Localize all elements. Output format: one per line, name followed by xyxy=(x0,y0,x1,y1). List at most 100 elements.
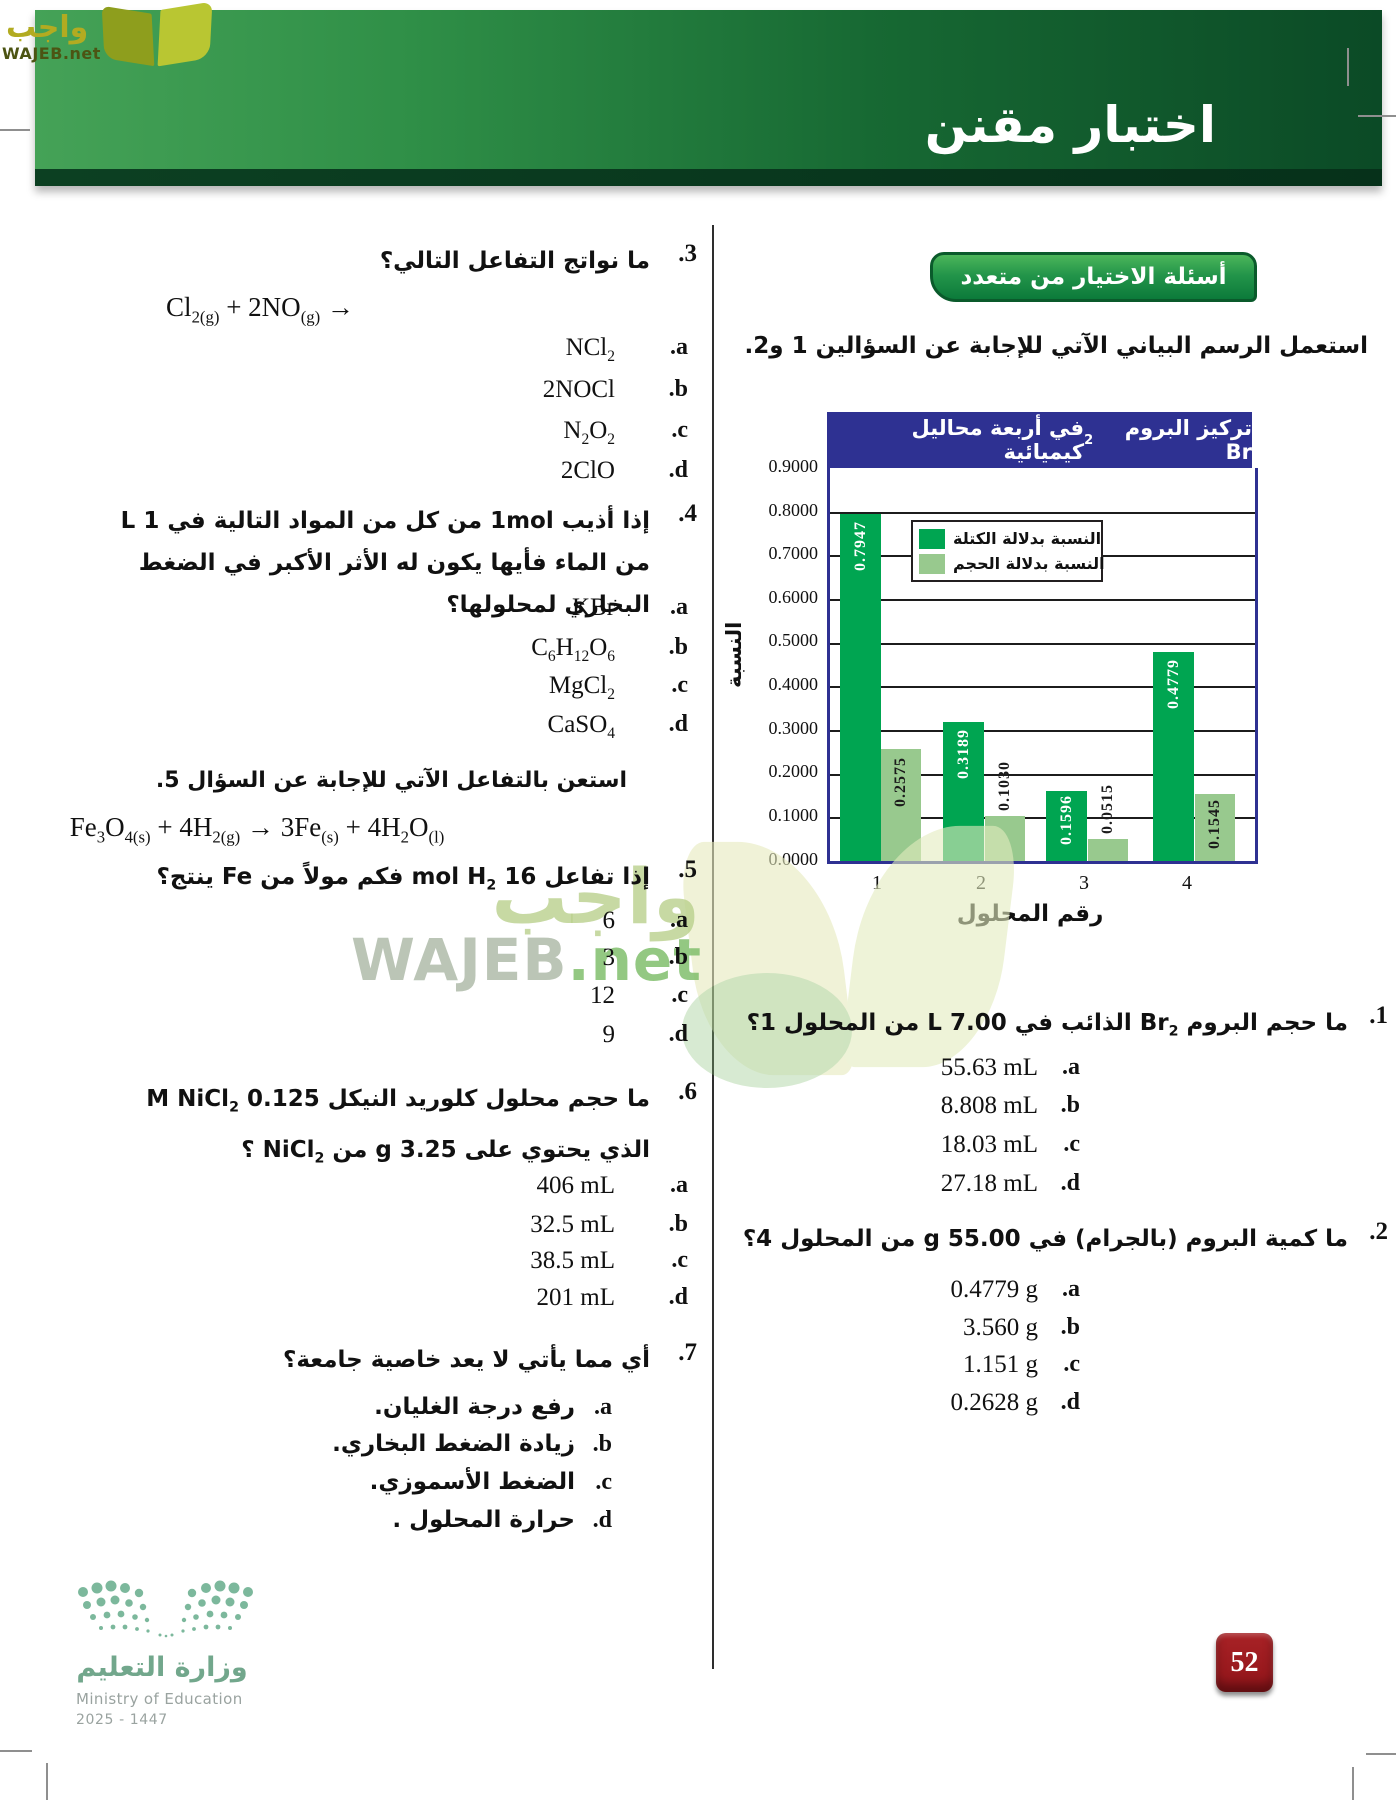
q1-option-c-letter: c. xyxy=(1063,1131,1080,1157)
q4-option-d-letter: d. xyxy=(668,711,688,737)
ministry-name-arabic: وزارة التعليم xyxy=(76,1652,248,1683)
q4-option-c-letter: c. xyxy=(671,672,688,698)
q2-option-b-value: 3.560 g xyxy=(963,1314,1038,1341)
q4-option-c-value: MgCl2 xyxy=(548,672,615,703)
gridline xyxy=(830,730,1255,732)
page-number: 52 xyxy=(1230,1646,1259,1678)
y-tick: 0.0000 xyxy=(768,849,819,869)
q1-option-b-value: 8.808 mL xyxy=(940,1092,1038,1119)
bar-mass-solution-2: 0.3189 xyxy=(943,722,984,861)
question-5-number: 5. xyxy=(678,856,697,883)
wajeb-logo: واجب WAJEB.net xyxy=(0,0,220,70)
bar-volume-solution-4: 0.1545 xyxy=(1195,794,1235,861)
header-banner: اختبار مقنن xyxy=(35,10,1382,186)
q3-option-d-letter: d. xyxy=(668,457,688,483)
ministry-years: 2025 - 1447 xyxy=(76,1712,168,1728)
ministry-logo-dots xyxy=(78,1580,253,1638)
chart-plot-area: 0.7947 0.2575 0.3189 0.1030 0.1596 0.051… xyxy=(827,468,1258,864)
bar-volume-solution-2: 0.1030 xyxy=(985,761,1025,861)
question-4-text: إذا أذيب 1mol من كل من المواد التالية في… xyxy=(120,508,650,618)
q2-option-c-value: 1.151 g xyxy=(963,1351,1038,1378)
section-badge-multiple-choice: أسئلة الاختيار من متعدد xyxy=(930,252,1257,302)
crop-mark-bottom-left-v xyxy=(46,1763,48,1800)
question-7-number: 7. xyxy=(678,1339,697,1366)
q5-option-b-value: 3 xyxy=(602,944,616,971)
q6-option-b-value: 32.5 mL xyxy=(530,1211,615,1238)
q1-option-d-value: 27.18 mL xyxy=(940,1170,1038,1197)
bar-mass-solution-3: 0.1596 xyxy=(1046,791,1087,861)
legend-label-mass: النسبة بدلالة الكتلة xyxy=(953,529,1102,548)
bar-value-label: 0.1030 xyxy=(996,761,1013,811)
chart-title: تركيز البروم Br 2 في أربعة محاليل كيميائي… xyxy=(827,412,1252,468)
q2-option-c-letter: c. xyxy=(1063,1351,1080,1377)
bar-volume-solution-3: 0.0515 xyxy=(1088,784,1128,861)
q5-option-a-letter: a. xyxy=(670,907,688,933)
gridline xyxy=(830,643,1255,645)
q3-option-c-letter: c. xyxy=(671,417,688,443)
q5-option-d-letter: d. xyxy=(668,1021,688,1047)
q7-option-c-letter: c. xyxy=(595,1469,612,1495)
column-divider xyxy=(712,225,714,1669)
x-axis-title: رقم المحلول xyxy=(956,901,1104,927)
gridline xyxy=(830,599,1255,601)
q1-option-d-letter: d. xyxy=(1060,1170,1080,1196)
question-7-text: أي مما يأتي لا يعد خاصية جامعة؟ xyxy=(282,1347,650,1373)
question-1-number: 1. xyxy=(1369,1002,1388,1029)
crop-mark-bottom-right-v xyxy=(1352,1767,1354,1800)
y-tick: 0.4000 xyxy=(768,674,819,694)
q3-option-c-value: N2O2 xyxy=(563,417,615,448)
q7-option-a-letter: a. xyxy=(594,1394,612,1420)
y-tick: 0.3000 xyxy=(768,718,819,738)
q5-equation: Fe3O4(s) + 4H2(g) → 3Fe(s) + 4H2O(l) xyxy=(69,812,445,847)
q6-option-d-letter: d. xyxy=(668,1284,688,1310)
q1-option-a-value: 55.63 mL xyxy=(940,1054,1038,1081)
q3-option-b-letter: b. xyxy=(668,376,688,402)
y-axis-title: النسبة xyxy=(722,621,746,689)
gridline xyxy=(830,774,1255,776)
q6-option-b-letter: b. xyxy=(668,1211,688,1237)
question-3-number: 3. xyxy=(678,240,697,267)
y-tick: 0.9000 xyxy=(768,456,819,476)
q5-option-c-letter: c. xyxy=(671,982,688,1008)
q6-option-c-value: 38.5 mL xyxy=(530,1247,615,1274)
legend-row-volume: النسبة بدلالة الحجم xyxy=(919,553,1105,574)
bar-mass-solution-1: 0.7947 xyxy=(840,514,881,861)
gridline xyxy=(830,686,1255,688)
y-tick: 0.6000 xyxy=(768,587,819,607)
x-tick-2: 2 xyxy=(976,872,986,894)
bar-value-label: 0.2575 xyxy=(892,757,909,807)
q7-option-b-text: زيادة الضغط البخاري. xyxy=(332,1431,575,1457)
page-title: اختبار مقنن xyxy=(924,96,1216,154)
question-4-number: 4. xyxy=(678,500,697,527)
x-tick-4: 4 xyxy=(1182,872,1192,894)
q7-option-d-letter: d. xyxy=(592,1507,612,1533)
x-tick-3: 3 xyxy=(1079,872,1089,894)
q4-option-b-letter: b. xyxy=(668,634,688,660)
q5-option-c-value: 12 xyxy=(590,982,615,1009)
x-tick-1: 1 xyxy=(872,872,882,894)
bar-value-label: 0.3189 xyxy=(954,729,972,779)
q6-option-d-value: 201 mL xyxy=(536,1284,615,1311)
wajeb-book-icon xyxy=(101,1,215,67)
q7-option-c-text: الضغط الأسموزي. xyxy=(369,1469,575,1495)
bar-value-label: 0.1596 xyxy=(1057,795,1075,845)
q1-option-b-letter: b. xyxy=(1060,1092,1080,1118)
y-tick: 0.8000 xyxy=(768,500,819,520)
q2-option-d-letter: d. xyxy=(1060,1389,1080,1415)
question-2-number: 2. xyxy=(1369,1218,1388,1245)
crop-mark-right-h xyxy=(1358,115,1396,117)
q1-option-c-value: 18.03 mL xyxy=(940,1131,1038,1158)
q6-option-c-letter: c. xyxy=(671,1247,688,1273)
y-tick: 0.7000 xyxy=(768,543,819,563)
q5-lead-in: استعن بالتفاعل الآتي للإجابة عن السؤال 5… xyxy=(155,768,627,793)
q3-option-a-letter: a. xyxy=(670,334,688,360)
question-2-text: ما كمية البروم (بالجرام) في 55.00 g من ا… xyxy=(742,1226,1348,1252)
gridline xyxy=(830,512,1255,514)
question-6-text: ما حجم محلول كلوريد النيكل 0.125 M NiCl2… xyxy=(146,1086,650,1167)
crop-mark-left-h xyxy=(0,129,30,131)
q2-option-a-value: 0.4779 g xyxy=(950,1276,1039,1303)
y-tick: 0.1000 xyxy=(768,805,819,825)
gridline xyxy=(830,817,1255,819)
q5-option-a-value: 6 xyxy=(602,907,616,934)
ministry-name-english: Ministry of Education xyxy=(76,1690,243,1708)
